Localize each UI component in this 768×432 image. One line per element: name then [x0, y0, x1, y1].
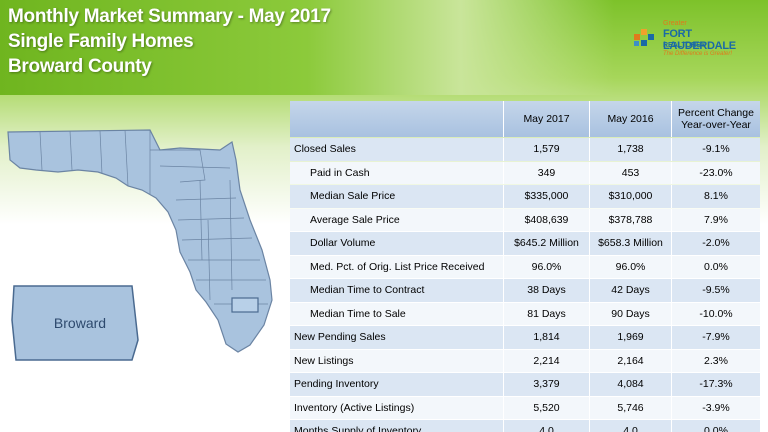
- may-2017-value: 81 Days: [503, 302, 589, 325]
- metric-label: Median Time to Sale: [290, 302, 503, 325]
- table-row: Dollar Volume $645.2 Million $658.3 Millio…: [290, 232, 760, 255]
- table-body: Closed Sales 1,579 1,738 -9.1% Paid in Cash 3…: [290, 138, 760, 432]
- florida-outline: [7, 129, 273, 353]
- table-row: Months Supply of Inventory 4.0 4.0 0.0%: [290, 420, 760, 432]
- metric-label: Closed Sales: [290, 138, 503, 161]
- report-title: Monthly Market Summary - May 2017: [8, 6, 331, 27]
- table-row: Median Time to Sale 81 Days 90 Days -10.0%: [290, 302, 760, 325]
- report-subtitle: Single Family Homes: [8, 31, 194, 52]
- may-2017-value: 3,379: [503, 373, 589, 396]
- header-percent-change: Percent Change Year-over-Year: [671, 101, 760, 137]
- may-2016-value: 5,746: [589, 396, 671, 419]
- realtors-logo: Greater FORT LAUDERDALE REALTORS® The Di…: [632, 20, 762, 68]
- metric-label: Median Sale Price: [290, 185, 503, 208]
- metric-label: Inventory (Active Listings): [290, 396, 503, 419]
- may-2017-value: 349: [503, 161, 589, 184]
- percent-change-value: 2.3%: [671, 349, 760, 372]
- table-row: Median Time to Contract 38 Days 42 Days -9.…: [290, 279, 760, 302]
- table-row: New Listings 2,214 2,164 2.3%: [290, 349, 760, 372]
- header-percent-change-line2: Year-over-Year: [681, 119, 751, 131]
- may-2017-value: 5,520: [503, 396, 589, 419]
- header-blank-cell: [290, 101, 503, 137]
- may-2016-value: 4.0: [589, 420, 671, 432]
- may-2016-value: 4,084: [589, 373, 671, 396]
- logo-city-text: FORT LAUDERDALE: [663, 28, 736, 52]
- table-row: Average Sale Price $408,639 $378,788 7.9%: [290, 208, 760, 231]
- logo-greater-text: Greater: [663, 20, 687, 27]
- header-may-2017: May 2017: [503, 101, 589, 137]
- metric-label: Dollar Volume: [290, 232, 503, 255]
- table-row: Med. Pct. of Orig. List Price Received 96…: [290, 255, 760, 278]
- header-band: [0, 0, 768, 95]
- metric-label: Pending Inventory: [290, 373, 503, 396]
- may-2016-value: 96.0%: [589, 255, 671, 278]
- logo-mark-icon: [634, 29, 654, 46]
- may-2016-value: 42 Days: [589, 279, 671, 302]
- metric-label: New Pending Sales: [290, 326, 503, 349]
- may-2016-value: 1,738: [589, 138, 671, 161]
- table-row: Median Sale Price $335,000 $310,000 8.1%: [290, 185, 760, 208]
- percent-change-value: -23.0%: [671, 161, 760, 184]
- header-may-2016: May 2016: [589, 101, 671, 137]
- broward-inset-label: Broward: [54, 315, 106, 331]
- may-2017-value: $408,639: [503, 208, 589, 231]
- may-2016-value: 90 Days: [589, 302, 671, 325]
- county-lines: [39, 129, 268, 305]
- may-2016-value: $310,000: [589, 185, 671, 208]
- percent-change-value: -9.5%: [671, 279, 760, 302]
- market-summary-table-wrap: May 2017 May 2016 Percent Change Year-ov…: [290, 100, 760, 432]
- may-2017-value: 1,814: [503, 326, 589, 349]
- metric-label: New Listings: [290, 349, 503, 372]
- may-2016-value: 1,969: [589, 326, 671, 349]
- may-2017-value: 4.0: [503, 420, 589, 432]
- percent-change-value: -9.1%: [671, 138, 760, 161]
- may-2017-value: 38 Days: [503, 279, 589, 302]
- may-2017-value: 96.0%: [503, 255, 589, 278]
- logo-realtors-text: REALTORS®: [663, 42, 707, 49]
- percent-change-value: 8.1%: [671, 185, 760, 208]
- percent-change-value: -7.9%: [671, 326, 760, 349]
- percent-change-value: 0.0%: [671, 420, 760, 432]
- may-2017-value: 1,579: [503, 138, 589, 161]
- table-header-row: May 2017 May 2016 Percent Change Year-ov…: [290, 101, 760, 137]
- market-summary-table: May 2017 May 2016 Percent Change Year-ov…: [290, 100, 760, 432]
- may-2016-value: $378,788: [589, 208, 671, 231]
- metric-label: Months Supply of Inventory: [290, 420, 503, 432]
- percent-change-value: -2.0%: [671, 232, 760, 255]
- metric-label: Paid in Cash: [290, 161, 503, 184]
- percent-change-value: 7.9%: [671, 208, 760, 231]
- percent-change-value: -10.0%: [671, 302, 760, 325]
- broward-inset-shape: [11, 285, 139, 361]
- percent-change-value: 0.0%: [671, 255, 760, 278]
- percent-change-value: -3.9%: [671, 396, 760, 419]
- report-county: Broward County: [8, 56, 152, 77]
- title-block: Monthly Market Summary - May 2017 Single…: [8, 4, 331, 79]
- may-2016-value: $658.3 Million: [589, 232, 671, 255]
- may-2017-value: 2,214: [503, 349, 589, 372]
- table-row: Pending Inventory 3,379 4,084 -17.3%: [290, 373, 760, 396]
- metric-label: Med. Pct. of Orig. List Price Received: [290, 255, 503, 278]
- header-percent-change-line1: Percent Change: [678, 107, 754, 119]
- metric-label: Median Time to Contract: [290, 279, 503, 302]
- table-row: New Pending Sales 1,814 1,969 -7.9%: [290, 326, 760, 349]
- may-2016-value: 2,164: [589, 349, 671, 372]
- table-row: Closed Sales 1,579 1,738 -9.1%: [290, 138, 760, 161]
- florida-map: Broward: [7, 129, 273, 361]
- logo-tagline: The Difference is Greater!: [663, 51, 733, 57]
- percent-change-value: -17.3%: [671, 373, 760, 396]
- may-2017-value: $335,000: [503, 185, 589, 208]
- table-row: Inventory (Active Listings) 5,520 5,746 -3.…: [290, 396, 760, 419]
- metric-label: Average Sale Price: [290, 208, 503, 231]
- may-2017-value: $645.2 Million: [503, 232, 589, 255]
- table-row: Paid in Cash 349 453 -23.0%: [290, 161, 760, 184]
- may-2016-value: 453: [589, 161, 671, 184]
- broward-county-shape: [231, 297, 259, 313]
